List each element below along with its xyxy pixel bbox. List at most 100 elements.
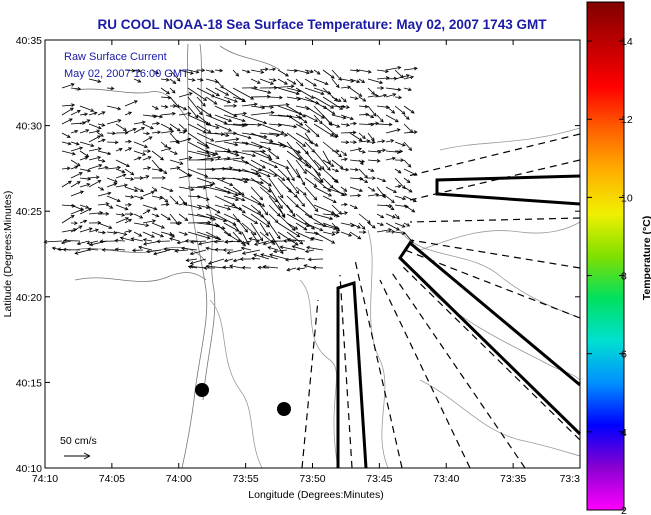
current-vector-head: [370, 114, 375, 119]
current-vector: [151, 186, 157, 192]
current-vector: [241, 177, 264, 184]
current-vector: [295, 150, 311, 169]
current-vector-head: [262, 165, 266, 169]
current-vector-head: [397, 87, 402, 92]
current-vector: [79, 113, 88, 116]
current-vector: [259, 186, 278, 203]
current-vector: [394, 69, 404, 79]
current-vector: [88, 180, 101, 188]
current-vector: [394, 185, 401, 188]
current-vector-head: [241, 251, 246, 255]
current-vector-head: [160, 156, 165, 161]
current-vector: [349, 148, 362, 152]
current-vector-head: [233, 131, 238, 136]
current-vector-head: [253, 242, 258, 246]
current-vector: [403, 177, 411, 183]
current-vector: [88, 135, 101, 143]
current-vector-head: [83, 219, 88, 224]
current-vector-head: [245, 160, 250, 165]
current-vector: [394, 105, 406, 115]
current-vector: [367, 87, 375, 95]
current-vector-head: [187, 111, 192, 116]
current-vector: [61, 83, 75, 89]
current-vector-head: [388, 122, 393, 127]
current-vector: [250, 69, 264, 73]
current-vector-head: [214, 151, 219, 156]
current-vector-head: [331, 240, 336, 244]
current-vector-head: [93, 111, 98, 116]
current-vector: [178, 157, 192, 161]
current-vector-head: [285, 165, 290, 170]
current-vector-head: [169, 188, 174, 193]
current-vector-head: [228, 128, 233, 132]
current-vector-head: [141, 127, 146, 131]
current-vector: [205, 213, 227, 222]
current-vector: [304, 213, 327, 227]
current-vector: [304, 87, 324, 95]
current-vector: [223, 123, 245, 127]
current-vector: [187, 123, 207, 134]
current-vector: [88, 130, 100, 134]
current-vector-head: [299, 82, 304, 87]
current-vector-head: [107, 151, 112, 156]
current-vector-head: [108, 225, 113, 230]
current-vector: [124, 100, 138, 107]
current-vector-head: [257, 173, 262, 178]
current-vector-head: [229, 264, 234, 269]
current-vector: [403, 131, 417, 134]
current-vector: [120, 237, 135, 242]
current-vector-head: [306, 129, 311, 133]
current-vector-head: [354, 96, 359, 101]
current-vector-head: [267, 246, 272, 250]
current-vector-head: [225, 133, 230, 138]
current-vector-head: [379, 80, 384, 85]
current-vector-head: [275, 155, 280, 160]
current-vector-head: [137, 156, 142, 161]
current-vector: [97, 203, 109, 206]
current-vector: [340, 203, 348, 206]
current-vector: [223, 150, 239, 156]
current-vector-head: [122, 173, 127, 178]
current-vector-head: [330, 133, 334, 137]
current-vector-head: [89, 242, 94, 247]
current-vector: [124, 141, 132, 143]
current-vector: [367, 114, 374, 118]
current-vector-head: [187, 137, 192, 142]
current-vector-head: [383, 93, 388, 98]
current-vector-head: [246, 241, 250, 246]
current-vector-head: [257, 122, 262, 127]
current-vector-head: [235, 72, 240, 77]
current-vector-head: [236, 218, 241, 223]
current-vector: [358, 222, 366, 230]
current-vector: [394, 231, 406, 234]
current-vector-head: [97, 220, 102, 225]
x-tick-label: 73:3: [560, 473, 581, 485]
current-vector-head: [101, 248, 106, 252]
current-vector: [124, 195, 134, 198]
current-vector-head: [272, 67, 277, 72]
current-vector-head: [271, 241, 276, 245]
current-vector: [305, 249, 315, 253]
current-vector: [160, 203, 169, 206]
current-vector: [142, 220, 156, 224]
current-vector-head: [331, 232, 336, 236]
current-vector-head: [118, 147, 123, 152]
current-vector: [133, 69, 141, 72]
current-vector: [61, 215, 75, 224]
current-vector: [340, 150, 347, 156]
current-vector: [385, 93, 396, 98]
current-vector: [214, 213, 237, 226]
current-vector: [331, 222, 340, 232]
current-vector-head: [188, 92, 193, 96]
current-vector-head: [205, 197, 210, 201]
current-vector-head: [281, 214, 286, 219]
x-tick-label: 74:05: [99, 473, 125, 485]
current-vector-head: [264, 67, 269, 72]
current-vector: [313, 69, 321, 75]
current-vector: [313, 123, 334, 137]
current-vector: [340, 96, 347, 103]
current-vector-head: [339, 165, 344, 169]
current-vector-head: [229, 166, 234, 170]
current-vector-head: [131, 68, 136, 73]
current-vector-head: [344, 211, 349, 215]
